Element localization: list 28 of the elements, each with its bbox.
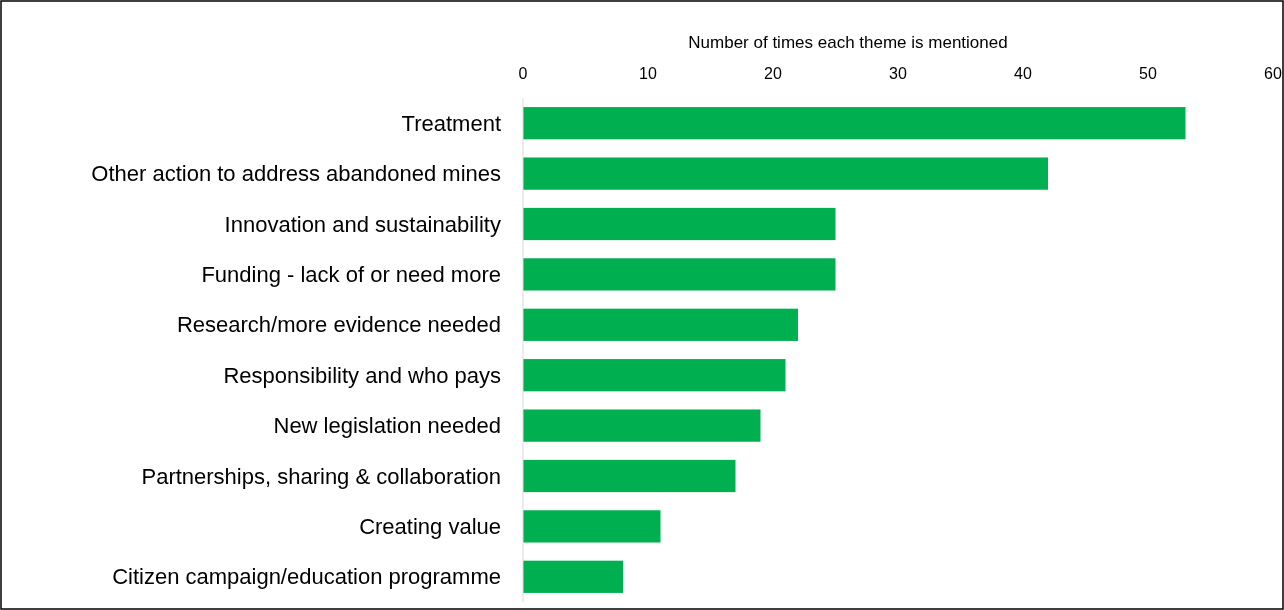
x-tick-label: 0 — [518, 65, 528, 82]
x-tick-label: 30 — [889, 65, 907, 82]
x-tick-label: 20 — [764, 65, 782, 82]
bar — [523, 258, 836, 291]
bar — [523, 409, 761, 442]
bar — [523, 308, 798, 341]
bar — [523, 510, 661, 543]
x-axis-title: Number of times each theme is mentioned — [688, 33, 1008, 52]
bar — [523, 157, 1048, 190]
x-tick-label: 60 — [1264, 65, 1282, 82]
y-tick-label: Citizen campaign/education programme — [112, 564, 501, 590]
y-tick-label: New legislation needed — [273, 413, 501, 439]
y-tick-label: Funding - lack of or need more — [201, 261, 501, 287]
bar — [523, 560, 623, 593]
y-tick-label: Partnerships, sharing & collaboration — [141, 463, 501, 489]
x-tick-label: 10 — [639, 65, 657, 82]
x-tick-label: 50 — [1139, 65, 1157, 82]
bar — [523, 359, 786, 392]
y-tick-label: Research/more evidence needed — [176, 312, 501, 338]
y-tick-label: Treatment — [401, 110, 501, 136]
y-tick-label: Other action to address abandoned mines — [91, 161, 501, 187]
y-tick-label: Creating value — [359, 513, 501, 539]
bar — [523, 459, 736, 493]
y-tick-label: Responsibility and who pays — [223, 362, 501, 388]
x-tick-label: 40 — [1014, 65, 1032, 82]
y-tick-label: Innovation and sustainability — [224, 211, 501, 237]
bar — [523, 107, 1186, 140]
bar — [523, 207, 836, 241]
